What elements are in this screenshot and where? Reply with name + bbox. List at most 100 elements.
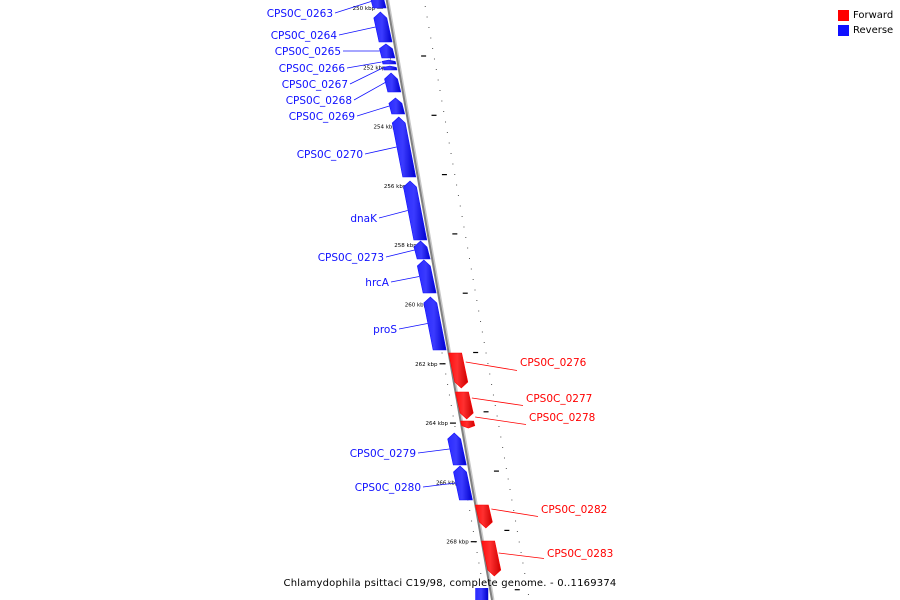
gene-dnak[interactable]: dnaK bbox=[350, 180, 428, 241]
minor-dot bbox=[487, 363, 489, 364]
minor-dot bbox=[524, 573, 526, 574]
genome-caption: Chlamydophila psittaci C19/98, complete … bbox=[283, 578, 617, 589]
gene-box[interactable] bbox=[460, 420, 476, 429]
gene-cps0c_0269[interactable]: CPS0C_0269 bbox=[289, 97, 406, 123]
minor-dot bbox=[485, 352, 487, 354]
gene-box[interactable] bbox=[403, 180, 428, 241]
gene-box[interactable] bbox=[453, 465, 473, 501]
gene-cps0c_0283[interactable]: CPS0C_0283 bbox=[481, 540, 614, 577]
minor-dot bbox=[443, 111, 445, 112]
gene-leader bbox=[334, 1, 372, 14]
minor-dot bbox=[476, 552, 478, 553]
gene-pros[interactable]: proS bbox=[373, 296, 447, 351]
reverse-swatch bbox=[838, 25, 849, 36]
minor-dot bbox=[492, 394, 494, 396]
gene-box[interactable] bbox=[379, 43, 396, 59]
minor-dot bbox=[527, 594, 529, 595]
minor-dot bbox=[489, 373, 491, 375]
gene-cps0c_0263[interactable]: CPS0C_0263 bbox=[267, 0, 387, 20]
gene-box[interactable] bbox=[370, 0, 387, 9]
scale-ticks: 250 kbp 252 kbp 254 kbp 256 kbp 258 kbp 260 k… bbox=[353, 6, 520, 591]
gene-leader bbox=[390, 276, 420, 283]
gene-box[interactable] bbox=[373, 11, 393, 43]
minor-dot bbox=[478, 562, 480, 564]
minor-dot bbox=[513, 510, 515, 511]
minor-dot bbox=[515, 520, 517, 522]
minor-dot bbox=[494, 405, 496, 406]
gene-cps0c_0265[interactable]: CPS0C_0265 bbox=[275, 43, 396, 59]
gene-cps0c_0279[interactable]: CPS0C_0279 bbox=[350, 432, 467, 466]
minor-dot bbox=[522, 562, 524, 564]
minor-dot bbox=[446, 132, 448, 133]
gene-cps0c_0266[interactable]: CPS0C_0266 bbox=[279, 59, 397, 75]
gene-box[interactable] bbox=[417, 259, 437, 294]
tick-label: 266 kbp bbox=[436, 480, 459, 486]
minor-dot bbox=[463, 226, 465, 228]
gene-leader bbox=[378, 210, 408, 219]
gene-box[interactable] bbox=[447, 432, 467, 466]
minor-dot bbox=[470, 268, 472, 270]
gene-box[interactable] bbox=[388, 97, 406, 115]
gene-label: CPS0C_0282 bbox=[541, 504, 607, 516]
tick-label: 254 kbp bbox=[373, 125, 396, 131]
minor-dot bbox=[424, 6, 426, 7]
gene-box[interactable] bbox=[413, 240, 431, 260]
gene-cps0c_0282[interactable]: CPS0C_0282 bbox=[474, 504, 607, 529]
gene-label: CPS0C_0265 bbox=[275, 46, 341, 58]
gene-label: CPS0C_0268 bbox=[286, 95, 352, 107]
minor-dot bbox=[454, 174, 456, 175]
legend-forward-label: Forward bbox=[853, 10, 894, 21]
minor-dot bbox=[439, 90, 441, 91]
gene-cps0c_0264[interactable]: CPS0C_0264 bbox=[271, 11, 393, 43]
gene-cps0c_0267[interactable]: CPS0C_0267 bbox=[282, 65, 398, 91]
gene-leader bbox=[346, 61, 382, 69]
legend-forward: Forward bbox=[838, 8, 893, 23]
gene-box[interactable] bbox=[423, 296, 447, 351]
minor-dot bbox=[507, 478, 509, 480]
gene-cps0c_0270[interactable]: CPS0C_0270 bbox=[297, 116, 417, 178]
gene-box[interactable] bbox=[474, 504, 493, 529]
gene-label: CPS0C_0266 bbox=[279, 63, 346, 75]
minor-dot bbox=[389, 58, 391, 60]
gene-cps0c_0280[interactable]: CPS0C_0280 bbox=[355, 465, 473, 501]
minor-dot bbox=[483, 342, 485, 343]
gene-partial bbox=[475, 588, 489, 600]
gene-label: CPS0C_0277 bbox=[526, 393, 592, 405]
minor-dot bbox=[498, 426, 500, 427]
gene-leader bbox=[338, 26, 376, 36]
gene-box[interactable] bbox=[381, 59, 397, 65]
gene-box[interactable] bbox=[455, 391, 474, 420]
gene-cps0c_0273[interactable]: CPS0C_0273 bbox=[318, 240, 431, 264]
gene-label: CPS0C_0276 bbox=[520, 357, 587, 369]
gene-box[interactable] bbox=[391, 116, 417, 178]
gene-box[interactable] bbox=[384, 72, 402, 93]
tick-label: 252 kbp bbox=[363, 65, 386, 71]
gene-label: CPS0C_0270 bbox=[297, 149, 363, 161]
minor-dot bbox=[447, 384, 449, 385]
gene-cps0c_0277[interactable]: CPS0C_0277 bbox=[455, 391, 592, 420]
minor-dot bbox=[472, 531, 474, 532]
gene-leader bbox=[356, 105, 390, 117]
gene-box[interactable] bbox=[382, 65, 398, 71]
gene-leader bbox=[349, 67, 383, 85]
minor-dot bbox=[520, 552, 522, 553]
minor-dot bbox=[502, 447, 504, 448]
legend-reverse: Reverse bbox=[838, 23, 893, 38]
gene-cps0c_0278[interactable]: CPS0C_0278 bbox=[460, 412, 596, 429]
forward-swatch bbox=[838, 10, 849, 21]
gene-cps0c_0276[interactable]: CPS0C_0276 bbox=[448, 352, 587, 389]
gene-box[interactable] bbox=[448, 352, 469, 389]
minor-dot bbox=[468, 258, 470, 259]
gene-leader bbox=[398, 323, 428, 330]
minor-dot bbox=[526, 583, 528, 585]
gene-hrca[interactable]: hrcA bbox=[365, 259, 437, 294]
minor-dot bbox=[472, 279, 474, 280]
gene-label: proS bbox=[373, 324, 397, 336]
gene-box[interactable] bbox=[481, 540, 502, 577]
minor-dot bbox=[482, 583, 484, 585]
minor-dot bbox=[450, 153, 452, 154]
tick-label: 268 kbp bbox=[446, 540, 469, 546]
gene-cps0c_0268[interactable]: CPS0C_0268 bbox=[286, 72, 402, 107]
tick-label: 262 kbp bbox=[415, 362, 438, 368]
